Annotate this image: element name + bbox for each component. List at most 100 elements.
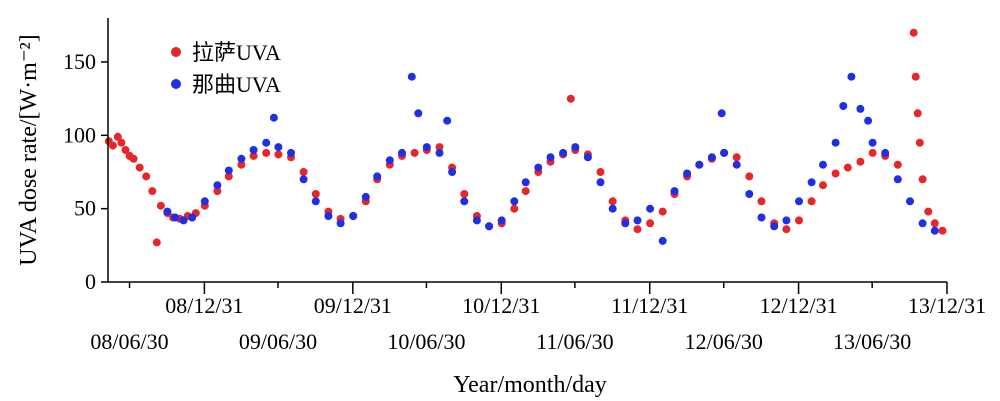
- y-ticks: 0 50 100 150: [63, 49, 108, 294]
- nagqu-point: [930, 226, 939, 235]
- lhasa-point: [831, 169, 840, 178]
- lhasa-point: [646, 219, 655, 228]
- lhasa-point: [311, 190, 320, 198]
- nagqu-point: [249, 146, 258, 154]
- lhasa-point: [782, 225, 791, 234]
- nagqu-point: [893, 175, 902, 184]
- nagqu-point: [534, 163, 543, 172]
- nagqu-point: [373, 172, 382, 181]
- nagqu-point: [864, 116, 873, 125]
- nagqu-point: [460, 197, 469, 206]
- nagqu-point: [324, 212, 333, 220]
- nagqu-point: [782, 216, 791, 225]
- nagqu-point: [385, 156, 394, 165]
- y-axis-title: UVA dose rate/[W·m⁻²]: [16, 34, 42, 265]
- nagqu-point: [224, 166, 233, 175]
- nagqu-point: [583, 153, 592, 162]
- lhasa-point: [410, 148, 419, 157]
- legend-label-lhasa: 拉萨UVA: [192, 40, 281, 65]
- lhasa-point: [121, 146, 130, 154]
- x-axis-title: Year/month/day: [453, 372, 607, 398]
- nagqu-point: [287, 148, 295, 157]
- nagqu-point: [745, 190, 754, 198]
- nagqu-point: [349, 212, 358, 220]
- nagqu-point: [422, 143, 431, 152]
- x-tick-label-lower: 10/06/30: [387, 329, 465, 354]
- nagqu-point: [658, 236, 667, 245]
- lhasa-point: [152, 238, 161, 247]
- lhasa-point: [299, 168, 308, 176]
- lhasa-point: [757, 197, 766, 206]
- lhasa-point: [435, 143, 444, 152]
- x-tick-label-upper: 09/12/31: [314, 293, 392, 318]
- nagqu-point: [269, 113, 278, 122]
- x-tick-label-upper: 11/12/31: [611, 293, 688, 318]
- nagqu-point: [435, 148, 444, 157]
- nagqu-point: [770, 222, 779, 231]
- data-points: [104, 28, 947, 247]
- lhasa-point: [658, 207, 667, 216]
- nagqu-point: [448, 168, 457, 176]
- nagqu-point: [213, 181, 222, 190]
- nagqu-point: [608, 204, 617, 213]
- lhasa-point: [129, 154, 138, 163]
- nagqu-point: [336, 219, 345, 228]
- lhasa-point: [856, 157, 865, 166]
- nagqu-point: [683, 169, 692, 178]
- nagqu-point: [720, 148, 729, 157]
- y-tick-label: 0: [85, 269, 96, 294]
- nagqu-point: [237, 154, 246, 163]
- lhasa-point: [460, 190, 469, 198]
- nagqu-point: [918, 219, 927, 228]
- lhasa-point: [213, 187, 222, 196]
- lhasa-point: [566, 94, 575, 103]
- legend-marker-lhasa: [171, 47, 181, 57]
- nagqu-point: [559, 148, 568, 157]
- lhasa-point: [918, 175, 927, 184]
- x-ticks: 08/12/31 09/12/31 10/12/31 11/12/31 12/12/31…: [90, 282, 986, 354]
- nagqu-point: [819, 160, 827, 169]
- lhasa-point: [249, 151, 258, 160]
- nagqu-point: [906, 197, 914, 206]
- x-tick-label-lower: 11/06/30: [536, 329, 613, 354]
- lhasa-point: [893, 160, 902, 169]
- lhasa-point: [596, 168, 605, 176]
- nagqu-point: [188, 213, 197, 222]
- lhasa-point: [732, 153, 741, 162]
- nagqu-point: [274, 143, 283, 152]
- lhasa-point: [135, 163, 144, 172]
- lhasa-point: [745, 172, 754, 181]
- nagqu-point: [571, 143, 580, 152]
- nagqu-point: [407, 72, 416, 81]
- lhasa-point: [510, 204, 519, 213]
- nagqu-point: [847, 72, 856, 81]
- x-tick-label-lower: 12/06/30: [685, 329, 763, 354]
- nagqu-point: [262, 138, 271, 147]
- nagqu-point: [670, 187, 679, 196]
- nagqu-point: [521, 178, 530, 187]
- lhasa-point: [237, 160, 246, 169]
- lhasa-point: [108, 141, 117, 150]
- nagqu-point: [472, 216, 481, 225]
- x-tick-label-upper: 13/12/31: [908, 293, 986, 318]
- nagqu-point: [839, 102, 848, 110]
- lhasa-point: [142, 172, 151, 181]
- nagqu-point: [621, 219, 630, 228]
- x-tick-label-upper: 12/12/31: [759, 293, 837, 318]
- nagqu-point: [414, 109, 423, 118]
- nagqu-point: [868, 138, 877, 147]
- lhasa-point: [156, 201, 165, 210]
- lhasa-point: [807, 197, 816, 206]
- nagqu-point: [497, 216, 506, 225]
- x-tick-label-lower: 13/06/30: [833, 329, 911, 354]
- x-tick-label-lower: 09/06/30: [239, 329, 317, 354]
- lhasa-point: [868, 148, 877, 157]
- lhasa-point: [262, 148, 271, 157]
- y-tick-label: 100: [63, 122, 96, 147]
- lhasa-point: [909, 28, 918, 37]
- y-tick-label: 150: [63, 49, 96, 74]
- lhasa-point: [930, 219, 939, 228]
- lhasa-point: [938, 226, 947, 235]
